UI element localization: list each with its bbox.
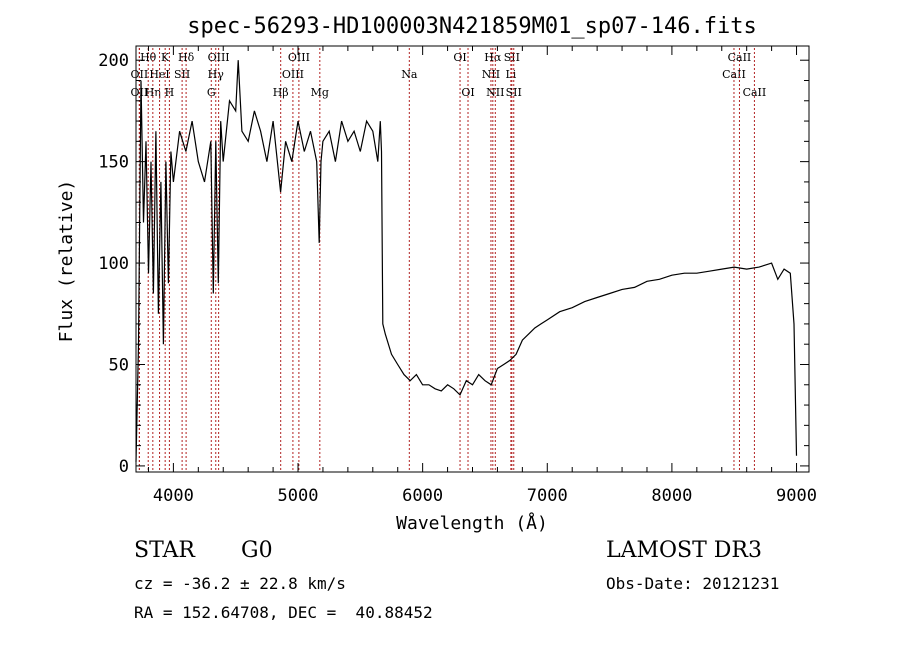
object-class: STAR: [134, 538, 195, 563]
marker-label: OI: [461, 86, 474, 99]
marker-label: Hη: [145, 86, 161, 99]
marker-label: NII: [486, 86, 504, 99]
marker-label: Hγ: [208, 68, 225, 81]
y-tick-label: 0: [119, 457, 129, 477]
marker-label: SII: [504, 51, 520, 64]
coordinates: RA = 152.64708, DEC = 40.88452: [134, 603, 433, 622]
x-tick-label: 5000: [278, 486, 319, 506]
x-tick-label: 4000: [153, 486, 194, 506]
marker-label: OI: [453, 51, 466, 64]
marker-label: Hβ: [273, 86, 289, 99]
marker-label: CaII: [743, 86, 767, 99]
marker-label: Li: [505, 68, 516, 81]
x-tick-label: 7000: [527, 486, 568, 506]
marker-label: Hα: [484, 51, 502, 64]
marker-label: SII: [174, 68, 190, 81]
marker-label: Mg: [311, 86, 329, 99]
emission-line-markers: HθOIIOIIHηHeIKHSIIHδGHγOIIIHβOIIIOIIIMgN…: [131, 48, 767, 472]
x-axis-label: Wavelength (Å): [396, 512, 548, 534]
y-axis-label: Flux (relative): [56, 180, 77, 343]
y-tick-label: 100: [98, 254, 129, 274]
marker-label: HeI: [149, 68, 169, 81]
marker-label: OIII: [288, 51, 310, 64]
spectrum-line: [135, 60, 798, 462]
y-axis-ticks: 0 50 100 150 200: [98, 51, 809, 477]
y-tick-label: 150: [98, 153, 129, 173]
chart-title: spec-56293-HD100003N421859M01_sp07-146.f…: [187, 14, 757, 39]
y-tick-label: 200: [98, 51, 129, 71]
survey-name: LAMOST DR3: [606, 538, 762, 563]
marker-label: K: [161, 51, 170, 64]
y-tick-label: 50: [109, 355, 129, 375]
marker-label: OIII: [208, 51, 230, 64]
x-tick-label: 8000: [651, 486, 692, 506]
marker-label: Hδ: [178, 51, 195, 64]
x-axis-ticks: 4000 5000 6000 7000 8000 9000: [147, 46, 817, 506]
marker-label: G: [207, 86, 216, 99]
x-tick-label: 9000: [776, 486, 817, 506]
marker-label: SII: [506, 86, 522, 99]
marker-label: CaII: [728, 51, 752, 64]
marker-label: OIII: [282, 68, 304, 81]
marker-label: OII: [131, 68, 149, 81]
marker-label: CaII: [722, 68, 746, 81]
x-tick-label: 6000: [402, 486, 443, 506]
observation-date: Obs-Date: 20121231: [606, 574, 780, 593]
marker-label: Hθ: [140, 51, 157, 64]
marker-label: OII: [131, 86, 149, 99]
plot-frame: [135, 45, 810, 473]
marker-label: H: [165, 86, 175, 99]
marker-label: Na: [401, 68, 418, 81]
redshift-velocity: cz = -36.2 ± 22.8 km/s: [134, 574, 346, 593]
object-subclass: G0: [241, 538, 273, 563]
marker-label: NII: [482, 68, 500, 81]
